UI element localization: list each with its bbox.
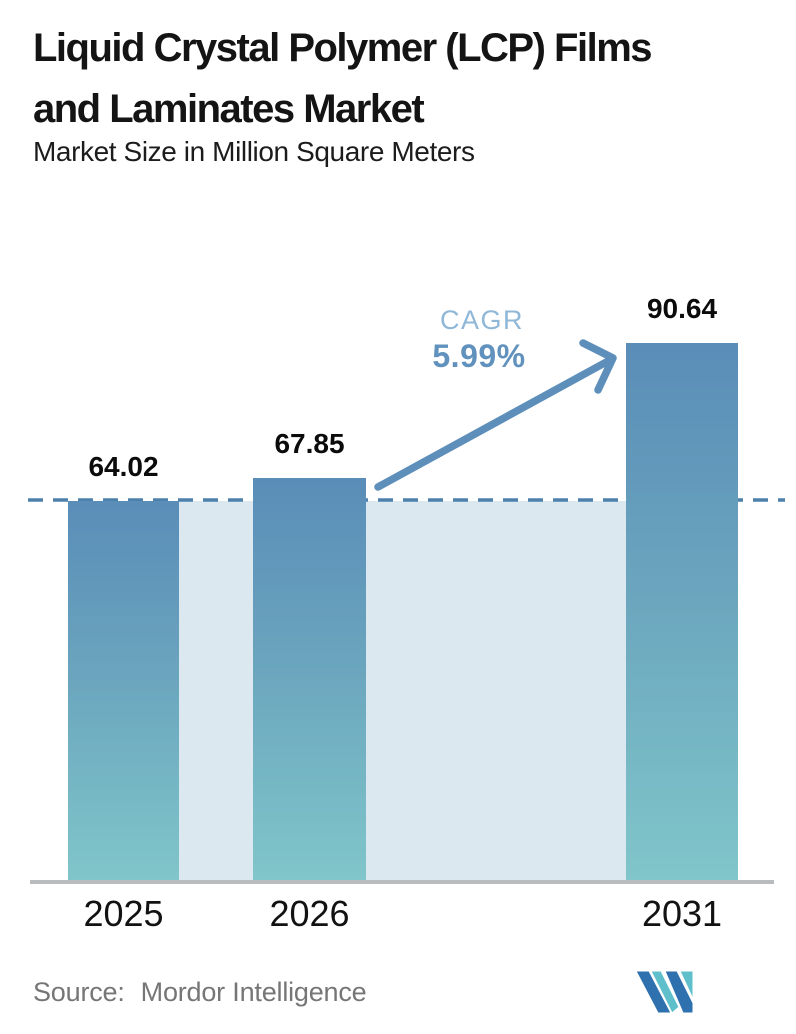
bar-2031	[626, 343, 738, 882]
source-label: Source:	[33, 977, 125, 1007]
cagr-value: 5.99%	[432, 338, 526, 374]
cagr-label: CAGR	[439, 305, 525, 335]
mordor-intelligence-logo	[636, 970, 694, 1014]
chart-title-line2: and Laminates Market	[33, 87, 425, 131]
source-row: Source: Mordor Intelligence	[33, 977, 367, 1008]
x-axis-label: 2026	[269, 893, 350, 934]
bar-2026	[253, 478, 366, 882]
bar-value-label: 64.02	[88, 451, 159, 482]
growth-arrow-icon	[374, 339, 617, 491]
bar-2025	[68, 501, 179, 882]
bar-value-label: 67.85	[274, 428, 345, 459]
chart-title-line1: Liquid Crystal Polymer (LCP) Films	[33, 26, 653, 70]
x-axis-label: 2025	[83, 893, 164, 934]
bar-value-label: 90.64	[646, 293, 718, 324]
x-axis-label: 2031	[641, 893, 723, 934]
chart-title: Liquid Crystal Polymer (LCP) Films and L…	[33, 18, 773, 140]
source-value: Mordor Intelligence	[140, 977, 367, 1007]
x-axis-line	[30, 880, 774, 884]
chart-subtitle: Market Size in Million Square Meters	[33, 136, 475, 167]
